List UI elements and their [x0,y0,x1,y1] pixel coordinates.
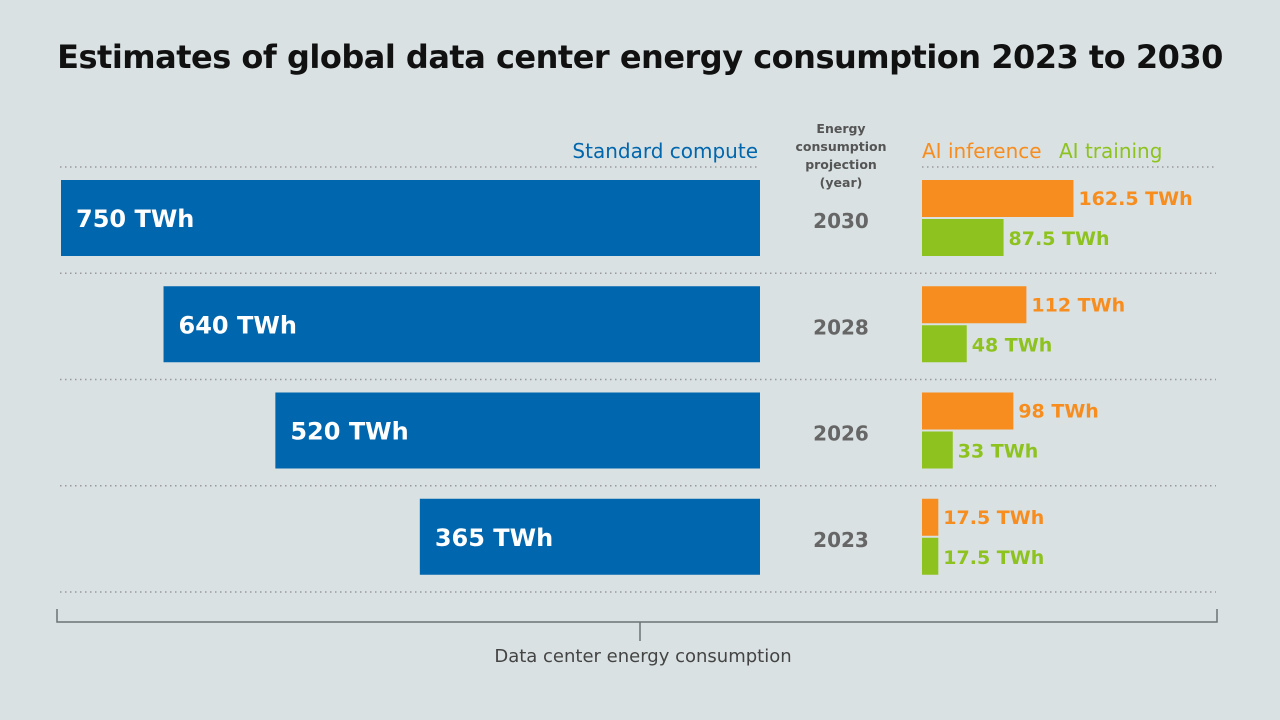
bar-ai-inference [922,498,939,536]
bar-standard-compute [275,392,760,469]
x-axis-label: Data center energy consumption [494,646,791,667]
year-column-header: Energy consumption projection (year) [796,121,887,190]
bar-ai-training [922,325,967,363]
bar-label-ai-training: 33 TWh [958,441,1039,463]
bar-standard-compute [419,498,760,575]
year-label: 2023 [813,528,869,552]
bar-ai-inference [922,392,1014,430]
bar-label-standard-compute: 520 TWh [290,418,408,446]
chart-title: Estimates of global data center energy c… [57,38,1223,76]
bar-standard-compute [61,180,760,256]
year-label: 2028 [813,315,869,339]
bar-label-ai-inference: 112 TWh [1031,294,1125,316]
legend-ai-training: AI training [1059,139,1162,163]
bar-label-standard-compute: 365 TWh [435,524,553,552]
bar-ai-inference [922,286,1027,324]
bar-label-ai-inference: 162.5 TWh [1078,188,1192,210]
bar-ai-inference [922,180,1074,217]
bar-label-ai-inference: 17.5 TWh [943,507,1044,529]
bracket-line [56,609,1218,623]
bar-label-ai-training: 87.5 TWh [1009,228,1110,250]
year-label: 2026 [813,422,869,446]
bar-label-standard-compute: 750 TWh [76,205,194,233]
year-header-line: (year) [820,175,863,190]
legend-standard-compute: Standard compute [572,139,758,163]
year-header-line: Energy [816,121,865,136]
year-header-line: projection [805,157,877,172]
year-header-line: consumption [796,139,887,154]
x-axis-bracket [56,609,1218,641]
year-label: 2030 [813,209,869,233]
rows: 750 TWh 2030 162.5 TWh 87.5 TWh 640 TWh 2028 1… [60,180,1216,593]
bar-standard-compute [163,286,760,363]
bar-ai-training [922,537,939,575]
bar-label-ai-training: 48 TWh [972,334,1053,356]
bar-ai-training [922,431,953,469]
bar-label-ai-training: 17.5 TWh [943,547,1044,569]
bar-label-standard-compute: 640 TWh [179,311,297,339]
legend-ai-inference: AI inference [922,139,1042,163]
bar-ai-training [922,219,1004,256]
bar-label-ai-inference: 98 TWh [1018,401,1098,423]
